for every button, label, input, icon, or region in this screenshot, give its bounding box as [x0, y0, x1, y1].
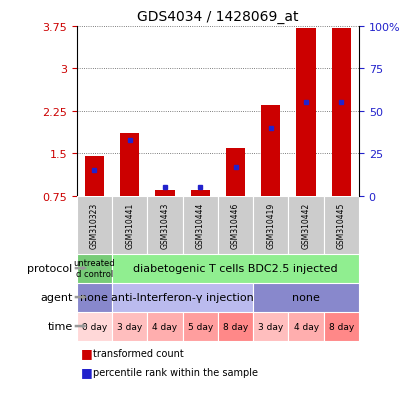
Text: protocol: protocol: [27, 263, 73, 273]
Text: 5 day: 5 day: [188, 322, 213, 331]
Text: GSM310323: GSM310323: [90, 202, 99, 248]
Text: 8 day: 8 day: [329, 322, 354, 331]
Text: agent: agent: [40, 292, 73, 302]
Bar: [226, 148, 245, 196]
Bar: [112, 283, 253, 312]
Text: ■: ■: [81, 347, 93, 360]
Bar: [218, 196, 253, 254]
Bar: [120, 134, 139, 196]
Bar: [77, 196, 112, 254]
Bar: [253, 312, 288, 341]
Text: diabetogenic T cells BDC2.5 injected: diabetogenic T cells BDC2.5 injected: [133, 263, 338, 273]
Title: GDS4034 / 1428069_at: GDS4034 / 1428069_at: [137, 10, 299, 24]
Bar: [112, 312, 147, 341]
Text: ■: ■: [81, 365, 93, 378]
Text: 0 day: 0 day: [82, 322, 107, 331]
Text: 8 day: 8 day: [223, 322, 248, 331]
Bar: [147, 312, 183, 341]
Text: 4 day: 4 day: [293, 322, 319, 331]
Bar: [112, 196, 147, 254]
Text: GSM310446: GSM310446: [231, 202, 240, 248]
Bar: [261, 106, 281, 196]
Bar: [253, 283, 359, 312]
Text: none: none: [292, 292, 320, 302]
Bar: [253, 196, 288, 254]
Text: time: time: [47, 321, 73, 331]
Text: GSM310444: GSM310444: [196, 202, 205, 248]
Bar: [77, 312, 112, 341]
Text: GSM310419: GSM310419: [266, 202, 275, 248]
Bar: [77, 254, 112, 283]
Text: none: none: [81, 292, 108, 302]
Bar: [288, 196, 324, 254]
Bar: [85, 157, 104, 196]
Bar: [147, 196, 183, 254]
Bar: [288, 312, 324, 341]
Bar: [183, 196, 218, 254]
Bar: [155, 190, 175, 196]
Bar: [324, 196, 359, 254]
Bar: [183, 312, 218, 341]
Text: 4 day: 4 day: [152, 322, 178, 331]
Bar: [112, 254, 359, 283]
Bar: [190, 190, 210, 196]
Text: 3 day: 3 day: [258, 322, 283, 331]
Bar: [324, 312, 359, 341]
Bar: [77, 283, 112, 312]
Bar: [296, 28, 316, 196]
Text: untreated
d control: untreated d control: [73, 259, 115, 278]
Text: transformed count: transformed count: [93, 348, 184, 358]
Text: GSM310443: GSM310443: [161, 202, 169, 248]
Text: anti-Interferon-γ injection: anti-Interferon-γ injection: [111, 292, 254, 302]
Text: GSM310441: GSM310441: [125, 202, 134, 248]
Text: percentile rank within the sample: percentile rank within the sample: [93, 367, 259, 377]
Bar: [332, 28, 351, 196]
Text: GSM310442: GSM310442: [302, 202, 310, 248]
Text: 3 day: 3 day: [117, 322, 142, 331]
Bar: [218, 312, 253, 341]
Text: GSM310445: GSM310445: [337, 202, 346, 248]
